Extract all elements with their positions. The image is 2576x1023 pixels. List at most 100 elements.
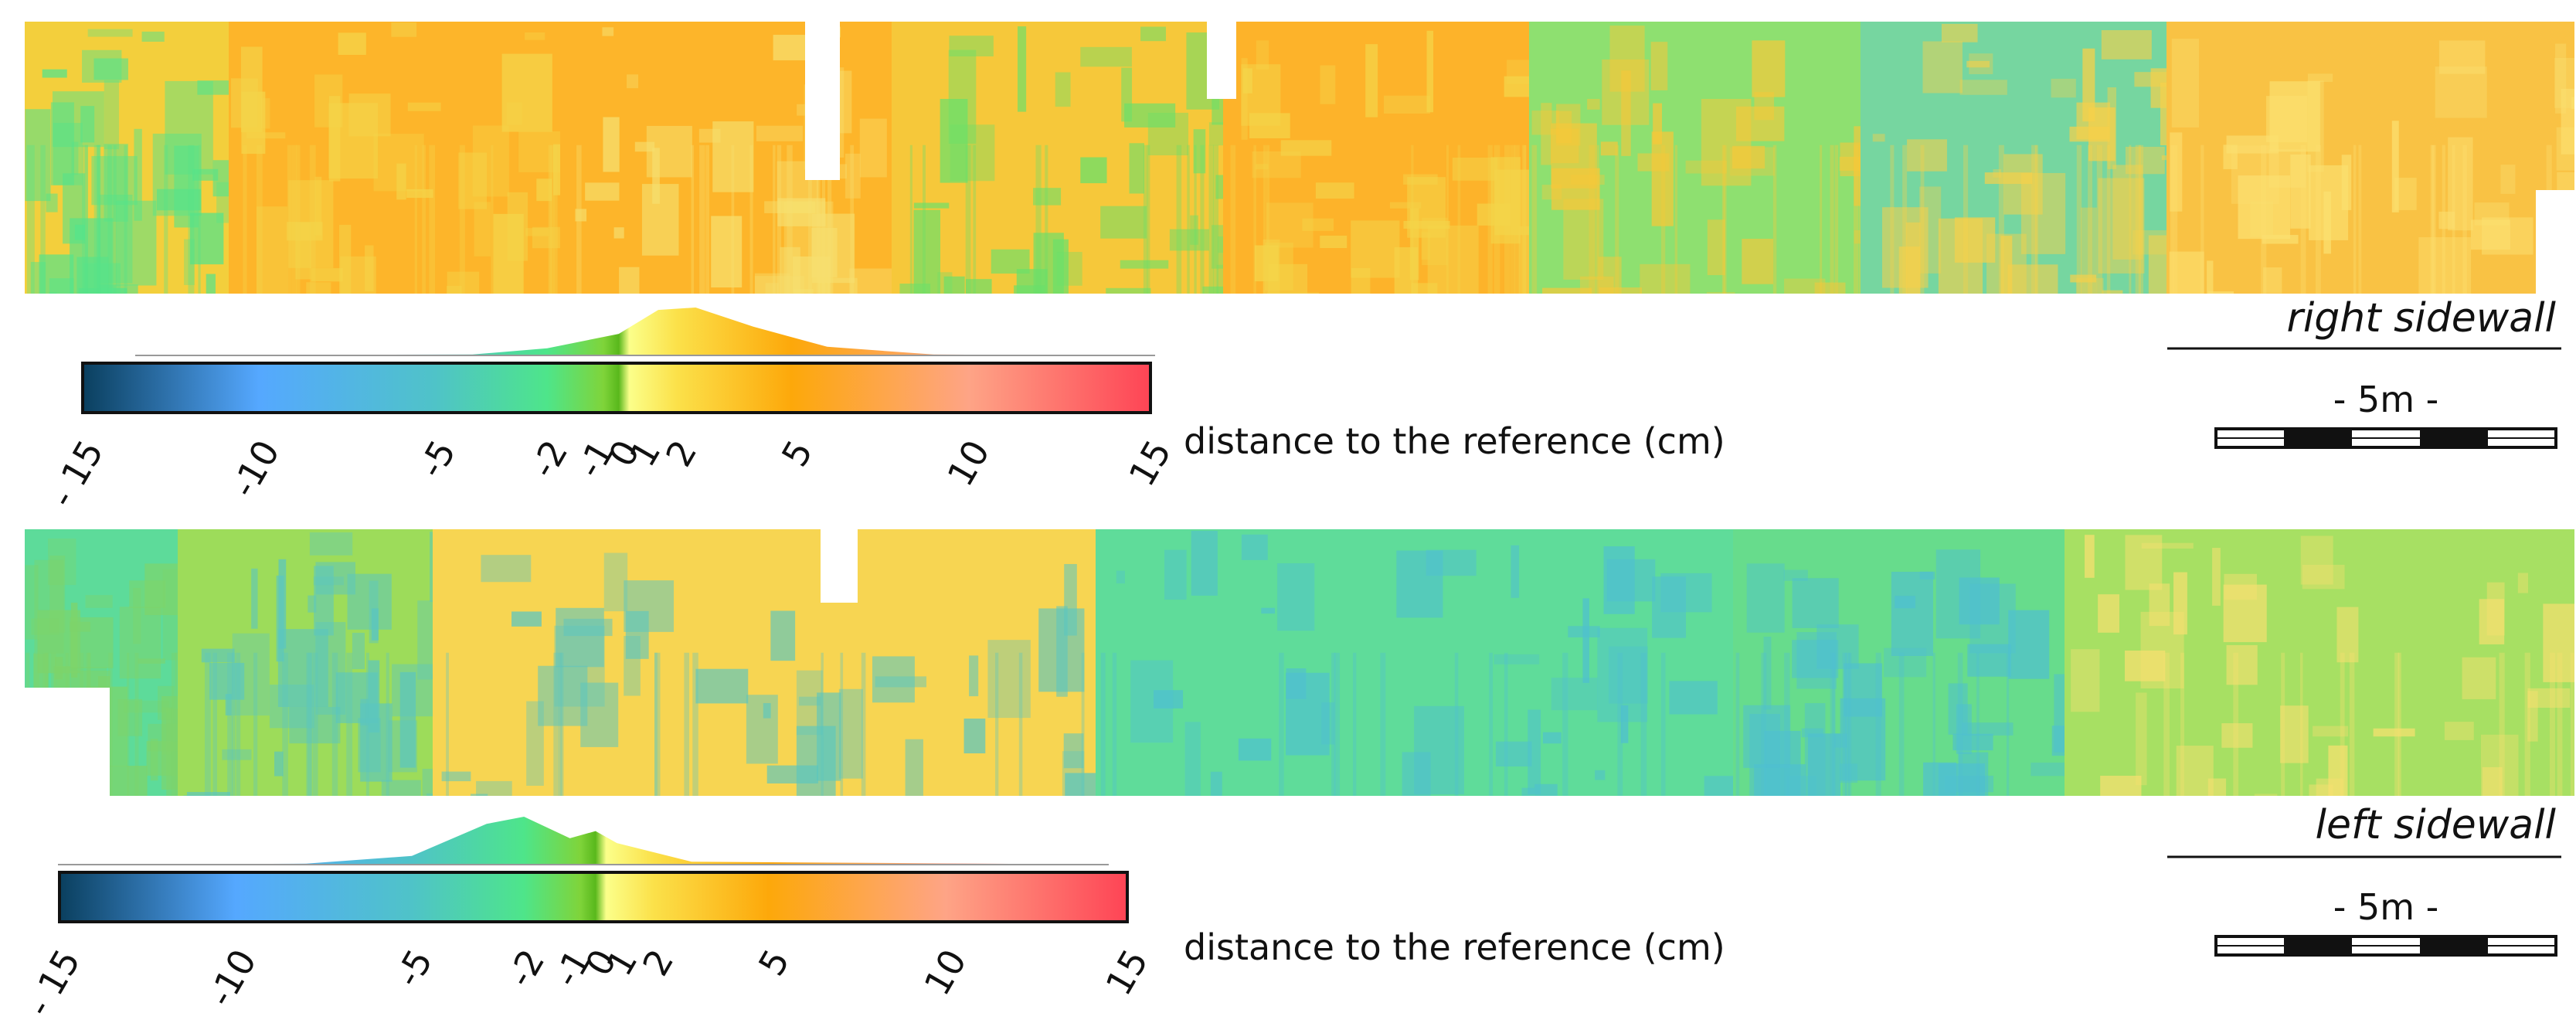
wall-texture <box>1784 653 1789 804</box>
wall-texture <box>2462 145 2466 296</box>
wall-texture <box>2571 653 2574 804</box>
wall-texture <box>910 145 912 296</box>
wall-texture <box>32 145 35 296</box>
wall-texture <box>1959 80 2007 95</box>
wall-texture <box>627 74 638 88</box>
wall-texture <box>2126 147 2165 174</box>
wall-texture <box>508 192 528 261</box>
wall-texture <box>2359 145 2362 296</box>
wall-texture <box>828 145 831 296</box>
wall-texture <box>1959 753 1988 804</box>
wall-texture <box>711 216 742 288</box>
wall-texture <box>127 653 129 804</box>
wall-texture <box>188 145 194 296</box>
wall-texture <box>107 145 112 296</box>
wall-texture <box>2107 145 2110 296</box>
wall-texture <box>2100 776 2141 804</box>
wall-texture <box>51 653 56 804</box>
colorbar-tick-label: 5 <box>773 433 821 474</box>
wall-texture <box>1669 681 1717 714</box>
wall-texture <box>1534 784 1557 804</box>
wall-texture <box>2394 653 2399 804</box>
wall-texture <box>391 22 416 37</box>
wall-texture <box>1562 653 1568 804</box>
histogram-area <box>59 817 1109 865</box>
wall-texture <box>1316 182 1354 199</box>
wall-texture <box>2525 653 2530 804</box>
right-sidewall-title: right sidewall <box>2163 295 2556 342</box>
left-colorbar <box>58 871 1129 923</box>
wall-texture <box>1191 531 1218 596</box>
wall-texture <box>2435 66 2487 117</box>
left-scale-bar <box>2214 935 2559 958</box>
left-scale-label: - 5m - <box>2216 886 2556 928</box>
wall-texture <box>460 145 465 296</box>
wall-texture <box>85 145 88 296</box>
wall-texture <box>553 145 558 296</box>
wall-texture <box>1595 770 1605 780</box>
wall-texture <box>76 257 108 293</box>
wall-texture <box>2432 145 2435 296</box>
wall-texture <box>1543 732 1562 744</box>
wall-texture <box>1707 292 1735 296</box>
wall-texture <box>1551 678 1598 710</box>
wall-texture <box>2077 145 2082 296</box>
wall-texture <box>71 603 77 678</box>
wall-texture <box>804 84 839 169</box>
wall-texture <box>282 653 288 804</box>
wall-texture <box>2482 217 2534 254</box>
wall-texture <box>2550 653 2555 804</box>
wall-texture <box>2125 535 2162 590</box>
wall-texture <box>913 210 940 296</box>
wall-texture <box>1101 653 1106 804</box>
wall-texture <box>1923 763 1956 804</box>
wall-texture <box>1830 653 1836 804</box>
wall-texture <box>40 145 45 296</box>
wall-texture <box>338 32 366 55</box>
wall-texture <box>914 202 949 208</box>
wall-texture <box>2500 165 2515 194</box>
wall-texture <box>773 35 811 60</box>
wall-texture <box>1933 653 1935 804</box>
histogram-area <box>135 308 1150 355</box>
wall-texture <box>2102 291 2122 296</box>
wall-texture <box>1845 799 1896 804</box>
wall-texture <box>474 202 491 257</box>
wall-texture <box>1907 139 1947 171</box>
wall-texture <box>91 713 101 780</box>
wall-texture <box>447 286 462 296</box>
wall-texture <box>1080 158 1106 184</box>
wall-texture <box>2173 573 2187 635</box>
wall-texture <box>2301 145 2306 296</box>
wall-texture <box>799 697 821 706</box>
wall-texture <box>787 145 792 296</box>
wall-texture <box>1144 145 1148 296</box>
wall-texture <box>1761 653 1766 804</box>
wall-texture <box>253 653 257 804</box>
wall-texture <box>1209 145 1214 296</box>
left-histogram <box>58 811 1109 866</box>
wall-texture <box>1130 143 1144 193</box>
wall-texture <box>1854 145 1858 296</box>
wall-texture <box>55 701 107 782</box>
wall-texture <box>1571 175 1605 185</box>
wall-texture <box>944 277 965 296</box>
wall-texture <box>756 126 803 141</box>
colorbar-tick-label: -2 <box>522 433 576 485</box>
wall-texture <box>840 653 843 804</box>
wall-texture <box>2180 653 2184 804</box>
wall-texture <box>1365 44 1378 117</box>
wall-texture <box>782 800 807 804</box>
wall-texture <box>2445 722 2474 740</box>
wall-texture <box>1231 145 1236 296</box>
wall-texture <box>1261 608 1275 613</box>
wall-texture <box>872 656 915 702</box>
wall-texture <box>1504 653 1508 804</box>
wall-texture <box>1422 232 1431 260</box>
wall-texture <box>861 653 866 804</box>
wall-texture <box>1494 145 1500 296</box>
wall-texture <box>1985 172 2032 184</box>
wall-texture <box>151 739 158 780</box>
wall-texture <box>491 145 493 296</box>
